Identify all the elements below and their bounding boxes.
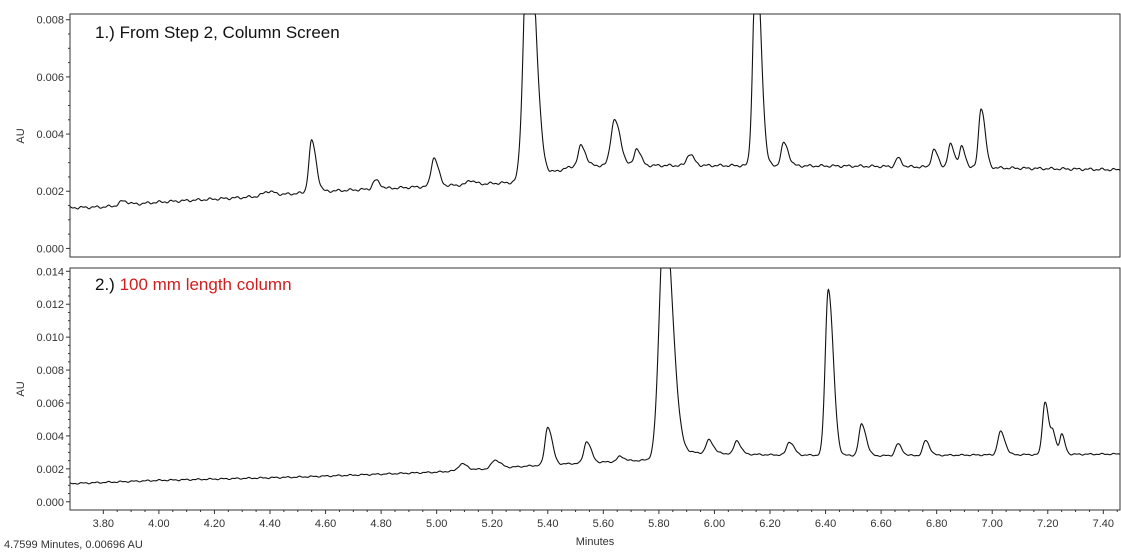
panel-title: 2.) 100 mm length column xyxy=(95,275,292,294)
x-tick-label: 4.40 xyxy=(259,518,280,530)
x-tick-label: 7.20 xyxy=(1037,518,1058,530)
y-tick-label: 0.004 xyxy=(36,431,64,443)
x-tick-label: 3.80 xyxy=(93,518,114,530)
y-tick-label: 0.006 xyxy=(36,398,64,410)
x-tick-label: 5.20 xyxy=(482,518,503,530)
panel-title: 1.) From Step 2, Column Screen xyxy=(95,23,340,42)
panel-title-text: From Step 2, Column Screen xyxy=(120,23,340,42)
y-tick-label: 0.010 xyxy=(36,332,64,344)
x-tick-label: 5.80 xyxy=(648,518,669,530)
y-axis-ticks: 0.000 0.002 0.004 0.006 0.008 0.010 0.012 0.014 xyxy=(36,266,70,509)
x-tick-label: 5.00 xyxy=(426,518,447,530)
panel-1-step2-column-screen: 0.000 0.002 0.004 0.006 0.008 AU 1.) From St… xyxy=(15,13,1121,258)
panel-number: 2.) xyxy=(95,275,120,294)
chromatogram-trace xyxy=(69,267,1121,485)
y-axis-ticks: 0.000 0.002 0.004 0.006 0.008 xyxy=(36,15,70,255)
x-tick-label: 6.80 xyxy=(926,518,947,530)
panel-2-100mm-column: 0.000 0.002 0.004 0.006 0.008 0.010 0.012 0.014… xyxy=(15,266,1121,548)
x-tick-label: 6.00 xyxy=(704,518,725,530)
plot-frame xyxy=(69,13,1121,258)
y-tick-label: 0.006 xyxy=(36,72,64,84)
y-tick-label: 0.012 xyxy=(36,299,64,311)
x-axis-ticks: 3.80 4.00 4.20 4.40 4.60 4.80 5.00 5.20 5.40 5.60… xyxy=(93,510,1118,530)
chromatogram-trace xyxy=(69,13,1121,210)
y-tick-label: 0.008 xyxy=(36,365,64,377)
plot-frame xyxy=(69,267,1121,511)
x-tick-label: 4.00 xyxy=(148,518,169,530)
y-tick-label: 0.000 xyxy=(36,243,64,255)
x-tick-label: 7.40 xyxy=(1093,518,1114,530)
y-tick-label: 0.014 xyxy=(36,266,64,278)
y-tick-label: 0.000 xyxy=(36,497,64,509)
x-tick-label: 4.60 xyxy=(315,518,336,530)
y-axis-label: AU xyxy=(15,381,27,396)
panel-number: 1.) xyxy=(95,23,120,42)
x-tick-label: 4.80 xyxy=(370,518,391,530)
y-tick-label: 0.002 xyxy=(36,186,64,198)
y-tick-label: 0.004 xyxy=(36,129,64,141)
x-tick-label: 5.40 xyxy=(537,518,558,530)
x-tick-label: 6.20 xyxy=(759,518,780,530)
x-tick-label: 4.20 xyxy=(204,518,225,530)
x-tick-label: 6.40 xyxy=(815,518,836,530)
cursor-readout: 4.7599 Minutes, 0.00696 AU xyxy=(4,539,143,551)
x-axis-label: Minutes xyxy=(576,536,615,548)
panel-title-text: 100 mm length column xyxy=(120,275,292,294)
x-tick-label: 5.60 xyxy=(593,518,614,530)
y-tick-label: 0.002 xyxy=(36,464,64,476)
y-tick-label: 0.008 xyxy=(36,15,64,27)
x-tick-label: 7.00 xyxy=(982,518,1003,530)
y-axis-label: AU xyxy=(15,128,27,143)
x-tick-label: 6.60 xyxy=(870,518,891,530)
